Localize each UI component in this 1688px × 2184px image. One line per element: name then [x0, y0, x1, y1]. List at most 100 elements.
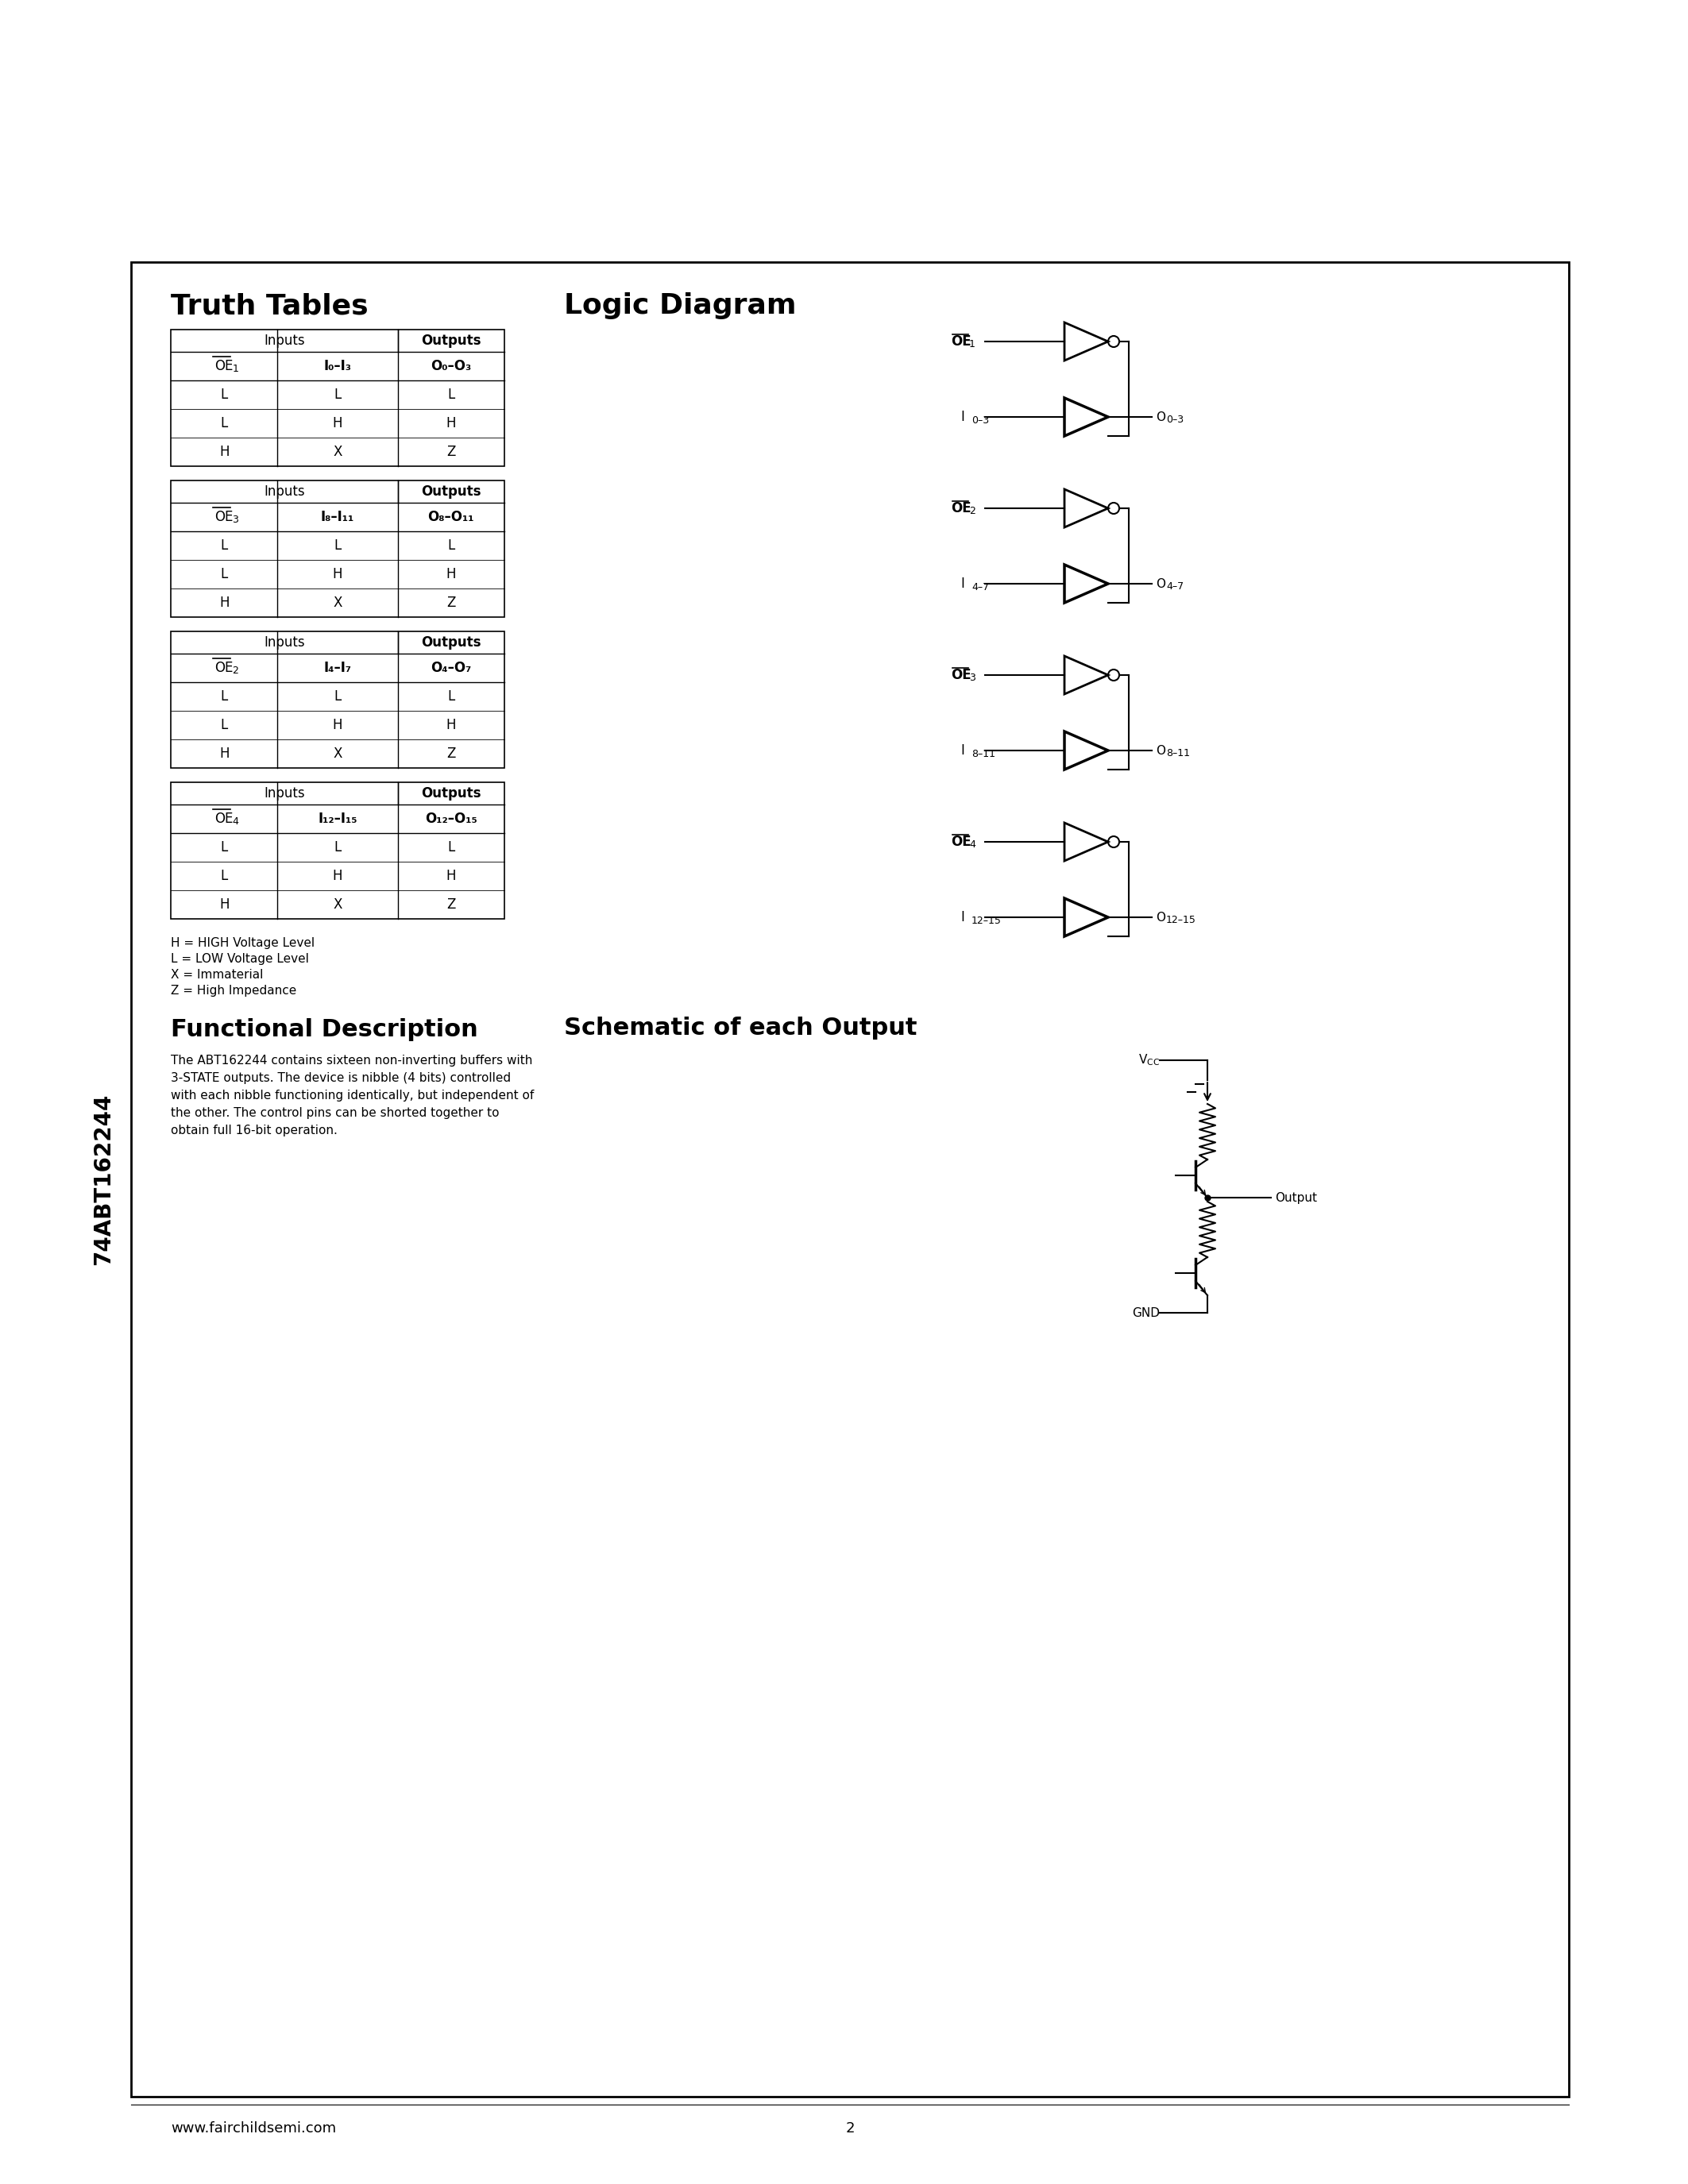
Text: L: L	[334, 841, 341, 854]
Text: OE: OE	[214, 662, 233, 675]
Text: H: H	[446, 417, 456, 430]
Text: H: H	[333, 417, 343, 430]
Text: with each nibble functioning identically, but independent of: with each nibble functioning identically…	[170, 1090, 533, 1101]
Text: Z = High Impedance: Z = High Impedance	[170, 985, 297, 996]
Text: I: I	[960, 911, 966, 924]
Text: L: L	[221, 568, 228, 581]
Text: Inputs: Inputs	[263, 334, 306, 347]
Text: H: H	[219, 596, 230, 609]
Text: O: O	[1156, 579, 1165, 590]
Text: OE: OE	[214, 812, 233, 826]
Text: L: L	[447, 539, 454, 553]
Text: OE: OE	[214, 358, 233, 373]
Text: Z: Z	[447, 596, 456, 609]
Text: 3: 3	[969, 673, 976, 684]
Text: the other. The control pins can be shorted together to: the other. The control pins can be short…	[170, 1107, 500, 1118]
Text: L: L	[221, 869, 228, 882]
Text: Inputs: Inputs	[263, 636, 306, 649]
Text: Z: Z	[447, 898, 456, 911]
Text: Inputs: Inputs	[263, 786, 306, 802]
Text: L: L	[221, 539, 228, 553]
Text: H: H	[333, 719, 343, 732]
Text: X = Immaterial: X = Immaterial	[170, 970, 263, 981]
Text: $\sf{V_{CC}}$: $\sf{V_{CC}}$	[1138, 1053, 1160, 1068]
Text: L: L	[447, 841, 454, 854]
Text: H: H	[219, 747, 230, 760]
Text: I₁₂–I₁₅: I₁₂–I₁₅	[317, 812, 358, 826]
Text: L: L	[447, 387, 454, 402]
Text: 1: 1	[233, 363, 238, 373]
Text: 12–15: 12–15	[972, 915, 1001, 926]
Text: 2: 2	[969, 505, 976, 515]
Text: X: X	[333, 446, 343, 459]
Text: The ABT162244 contains sixteen non-inverting buffers with: The ABT162244 contains sixteen non-inver…	[170, 1055, 532, 1066]
Text: 4–7: 4–7	[1166, 581, 1183, 592]
Text: obtain full 16-bit operation.: obtain full 16-bit operation.	[170, 1125, 338, 1136]
Text: H: H	[446, 719, 456, 732]
Text: L: L	[334, 539, 341, 553]
Text: O₈–O₁₁: O₈–O₁₁	[427, 509, 474, 524]
Text: L: L	[334, 387, 341, 402]
Text: Outputs: Outputs	[420, 786, 481, 802]
Text: L: L	[447, 690, 454, 703]
Text: Inputs: Inputs	[263, 485, 306, 498]
Text: L: L	[221, 387, 228, 402]
Text: 2: 2	[846, 2121, 854, 2136]
Text: H: H	[219, 446, 230, 459]
Text: 12–15: 12–15	[1166, 915, 1197, 924]
Text: I₄–I₇: I₄–I₇	[324, 662, 351, 675]
Text: H: H	[333, 869, 343, 882]
Text: L: L	[221, 690, 228, 703]
Text: I₀–I₃: I₀–I₃	[324, 358, 351, 373]
Text: OE: OE	[950, 334, 971, 349]
Text: 4–7: 4–7	[972, 581, 989, 592]
Text: X: X	[333, 898, 343, 911]
Text: 3-STATE outputs. The device is nibble (4 bits) controlled: 3-STATE outputs. The device is nibble (4…	[170, 1072, 511, 1083]
Text: L = LOW Voltage Level: L = LOW Voltage Level	[170, 952, 309, 965]
Bar	[170, 782, 505, 919]
Text: Outputs: Outputs	[420, 485, 481, 498]
Text: H: H	[446, 568, 456, 581]
Text: L: L	[334, 690, 341, 703]
Text: H: H	[219, 898, 230, 911]
Text: X: X	[333, 747, 343, 760]
Text: 74ABT162244: 74ABT162244	[93, 1094, 115, 1265]
Text: L: L	[221, 719, 228, 732]
Text: OE: OE	[950, 668, 971, 681]
Text: H = HIGH Voltage Level: H = HIGH Voltage Level	[170, 937, 314, 950]
Text: H: H	[446, 869, 456, 882]
Text: Logic Diagram: Logic Diagram	[564, 293, 797, 319]
Text: I₈–I₁₁: I₈–I₁₁	[321, 509, 354, 524]
Text: I: I	[960, 577, 966, 592]
Text: Outputs: Outputs	[420, 636, 481, 649]
Text: OE: OE	[950, 500, 971, 515]
Text: 4: 4	[233, 817, 238, 826]
Text: OE: OE	[214, 509, 233, 524]
Text: Schematic of each Output: Schematic of each Output	[564, 1016, 917, 1040]
Bar	[132, 262, 1568, 2097]
Text: L: L	[221, 417, 228, 430]
Text: Z: Z	[447, 446, 456, 459]
Text: 8–11: 8–11	[972, 749, 996, 758]
Text: O₄–O₇: O₄–O₇	[430, 662, 471, 675]
Text: Z: Z	[447, 747, 456, 760]
Text: L: L	[221, 841, 228, 854]
Text: GND: GND	[1133, 1306, 1160, 1319]
Text: Functional Description: Functional Description	[170, 1018, 478, 1042]
Text: 0–3: 0–3	[1166, 415, 1183, 424]
Text: O₀–O₃: O₀–O₃	[430, 358, 471, 373]
Text: 1: 1	[969, 339, 976, 349]
Text: O₁₂–O₁₅: O₁₂–O₁₅	[425, 812, 478, 826]
Text: O: O	[1156, 411, 1165, 424]
Text: 0–3: 0–3	[972, 415, 989, 426]
Text: 3: 3	[233, 513, 238, 524]
Text: I: I	[960, 411, 966, 424]
Text: 4: 4	[969, 839, 976, 850]
Bar	[170, 330, 505, 465]
Text: 2: 2	[233, 666, 238, 675]
Text: Truth Tables: Truth Tables	[170, 293, 368, 319]
Text: O: O	[1156, 911, 1165, 924]
Text: Output: Output	[1274, 1192, 1317, 1203]
Text: H: H	[333, 568, 343, 581]
Bar	[170, 631, 505, 769]
